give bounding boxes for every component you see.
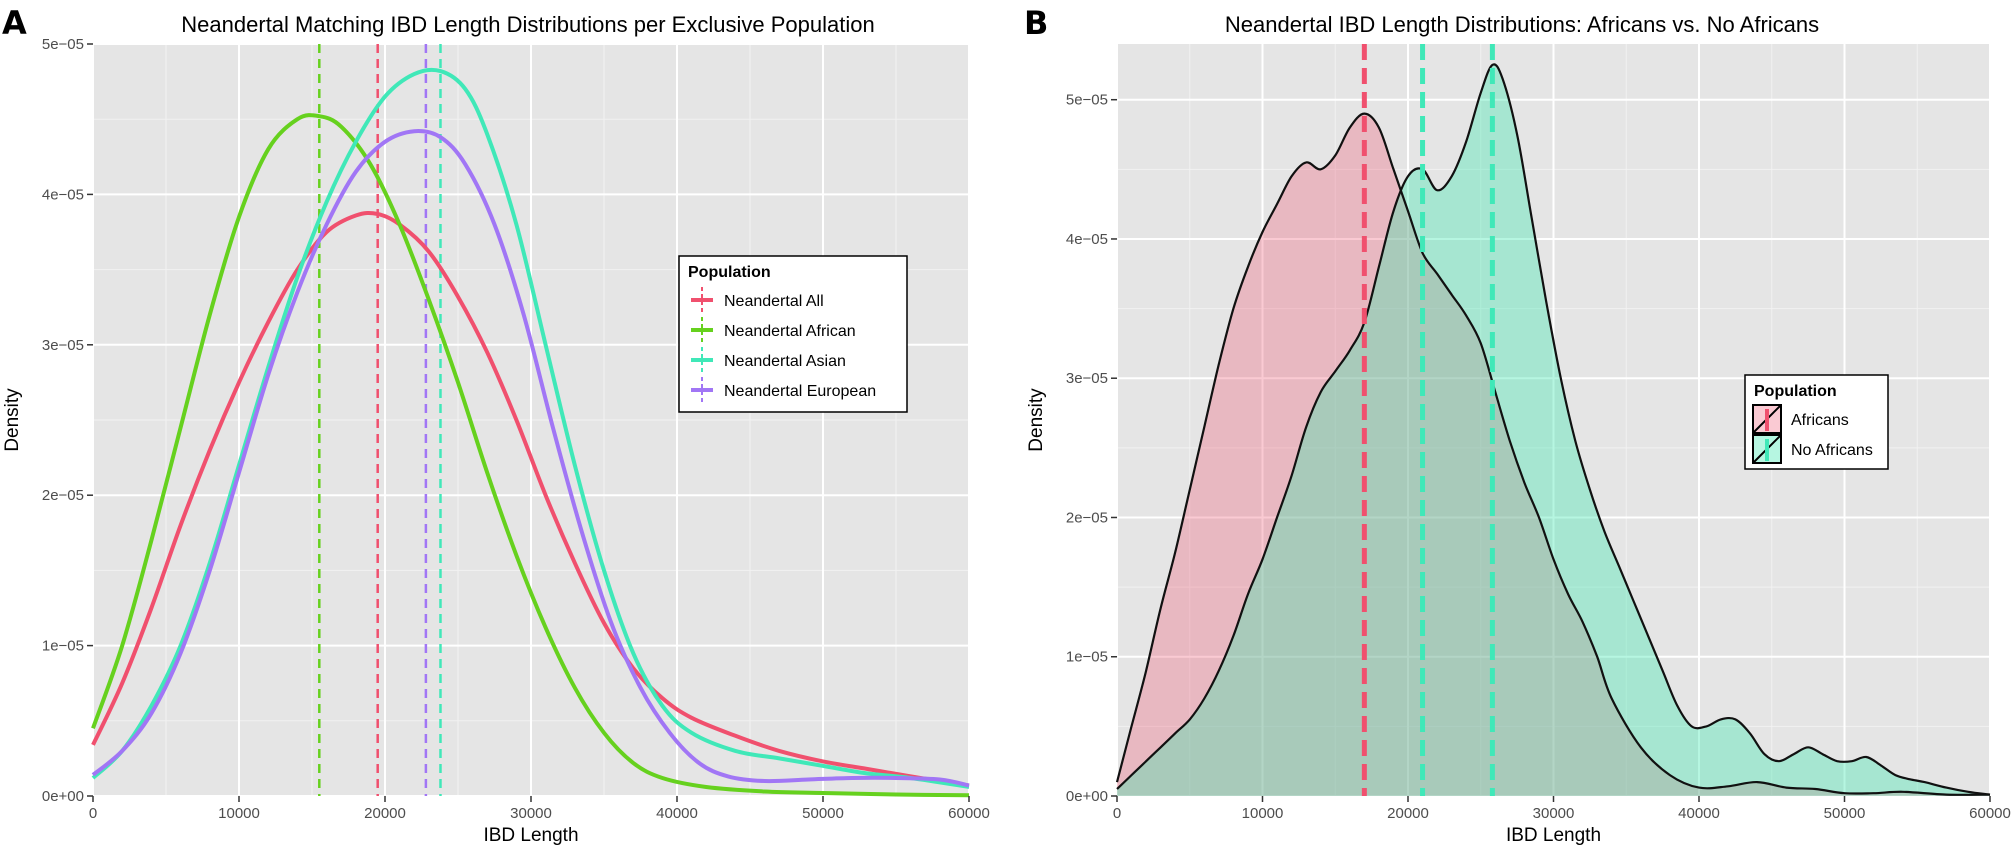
x-tick-label: 0 xyxy=(89,805,97,822)
x-tick-label: 20000 xyxy=(1387,805,1429,822)
legend: Population Neandertal All Neandertal Afric… xyxy=(678,255,908,413)
x-tick-label: 30000 xyxy=(510,805,552,822)
legend-title: Population xyxy=(1754,383,1837,400)
legend-label: Neandertal All xyxy=(724,293,824,310)
y-tick-label: 5e−05 xyxy=(42,36,84,53)
legend-label: Neandertal African xyxy=(724,323,856,340)
x-tick-label: 60000 xyxy=(1969,805,2011,822)
x-tick-label: 40000 xyxy=(1678,805,1720,822)
y-tick-label: 4e−05 xyxy=(42,186,84,203)
series-outline-1 xyxy=(1116,63,1991,796)
y-tick-label: 1e−05 xyxy=(1066,649,1108,666)
y-axis-label: Density xyxy=(2,388,23,452)
x-tick-label: 0 xyxy=(1113,805,1121,822)
x-tick-label: 50000 xyxy=(1824,805,1866,822)
y-tick-label: 4e−05 xyxy=(1066,231,1108,248)
legend-box xyxy=(678,255,908,413)
x-tick-label: 30000 xyxy=(1533,805,1575,822)
legend-label: Neandertal Asian xyxy=(724,353,846,370)
x-tick-label: 40000 xyxy=(656,805,698,822)
series-line-1 xyxy=(91,113,970,798)
panel-a-letter: A xyxy=(2,4,27,42)
x-tick-label: 50000 xyxy=(802,805,844,822)
series-line-3 xyxy=(91,129,970,788)
y-tick-label: 1e−05 xyxy=(42,638,84,655)
y-tick-label: 3e−05 xyxy=(42,337,84,354)
legend: Population Africans No Africans xyxy=(1744,374,1889,470)
y-tick-label: 2e−05 xyxy=(42,487,84,504)
y-tick-label: 0e+00 xyxy=(42,788,84,805)
chart-a: 0 10000 20000 30000 40000 50000 60000 0e+00 1e−0… xyxy=(2,12,990,845)
series-line-0 xyxy=(91,210,970,788)
series-area-0 xyxy=(1117,113,1990,797)
y-tick-label: 2e−05 xyxy=(1066,509,1108,526)
legend-title: Population xyxy=(688,264,771,281)
x-tick-label: 20000 xyxy=(364,805,406,822)
legend-label: No Africans xyxy=(1791,442,1873,459)
legend-label: Africans xyxy=(1791,412,1849,429)
series-line-2 xyxy=(91,67,970,789)
chart-title: Neandertal Matching IBD Length Distribut… xyxy=(181,12,874,37)
series-area-1 xyxy=(1117,64,1990,797)
x-axis-label: IBD Length xyxy=(1506,825,1601,845)
y-tick-label: 5e−05 xyxy=(1066,92,1108,109)
y-tick-label: 0e+00 xyxy=(1066,788,1108,805)
x-tick-label: 10000 xyxy=(1242,805,1284,822)
panel-b-letter: B xyxy=(1024,4,1049,42)
x-tick-label: 10000 xyxy=(218,805,260,822)
x-axis-label: IBD Length xyxy=(483,825,578,845)
series-outline-0 xyxy=(1115,112,1991,796)
y-axis-label: Density xyxy=(1026,388,1047,452)
chart-b: 0 10000 20000 30000 40000 50000 60000 0e+00 1e−0… xyxy=(1026,12,2011,845)
x-tick-label: 60000 xyxy=(948,805,990,822)
chart-title: Neandertal IBD Length Distributions: Afr… xyxy=(1225,12,1819,37)
legend-label: Neandertal European xyxy=(724,383,876,400)
y-tick-label: 3e−05 xyxy=(1066,370,1108,387)
